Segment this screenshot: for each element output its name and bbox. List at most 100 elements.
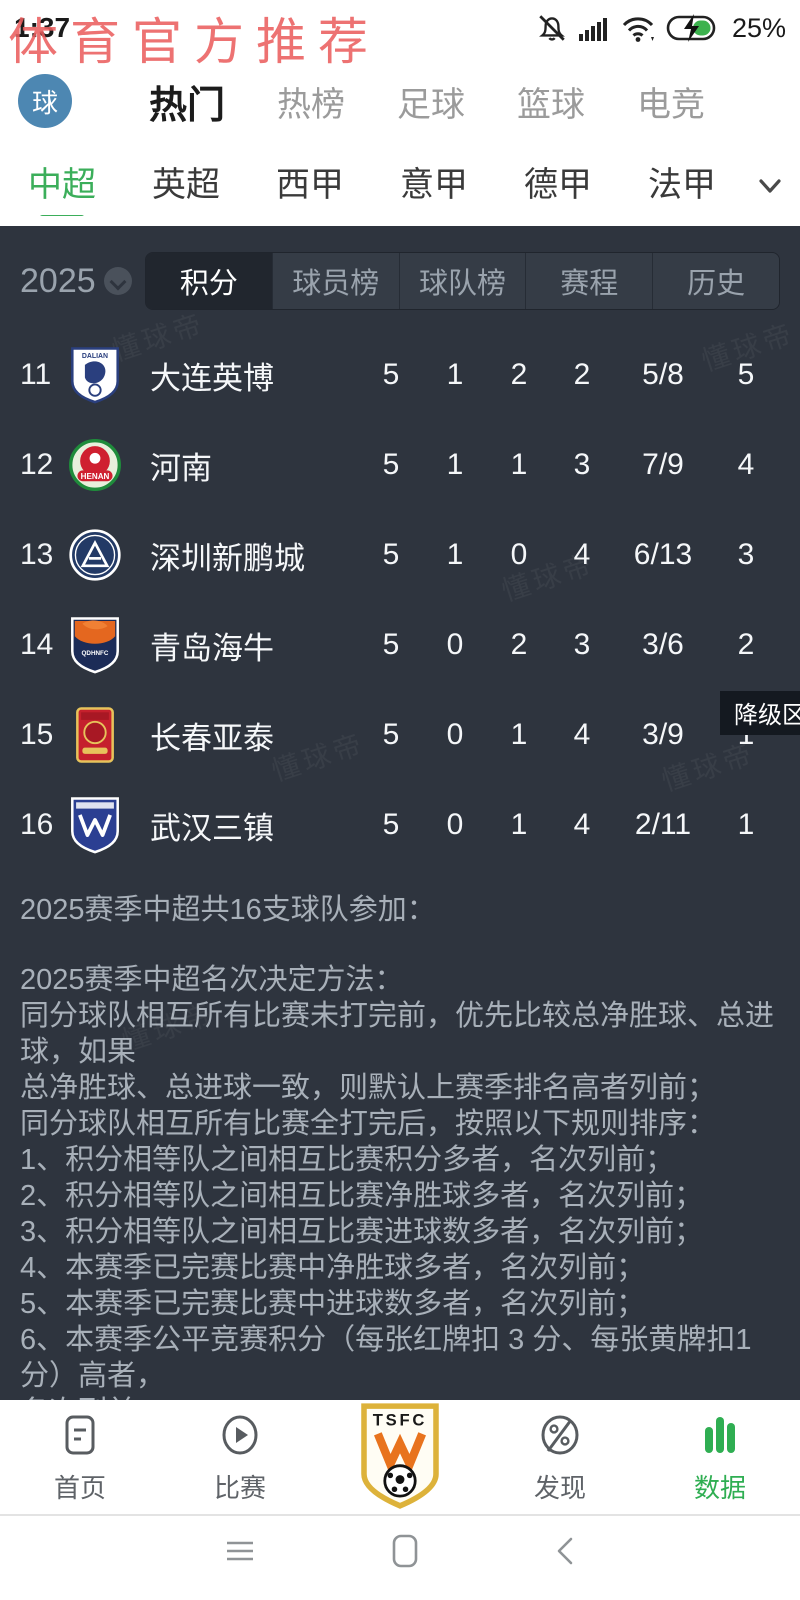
season-label: 2025: [20, 261, 96, 300]
tab-esports[interactable]: 电竞: [637, 85, 705, 124]
league-tab-bundesliga[interactable]: 德甲: [524, 165, 592, 204]
draws: 2: [510, 628, 528, 661]
tab-trending[interactable]: 热榜: [277, 85, 345, 124]
played: 5: [382, 358, 400, 391]
standings-table: 11 DALIAN 大连英博 5 1 2 2 5/8 5 1: [0, 330, 800, 870]
rules-line: 名次列前；: [20, 1394, 780, 1400]
draws: 1: [510, 808, 528, 841]
league-tab-csl[interactable]: 中超: [28, 157, 96, 216]
signal-bars-icon: [578, 18, 607, 41]
tab-home[interactable]: 首页: [10, 1400, 150, 1514]
tab-discover-label: 发现: [533, 1472, 586, 1503]
league-tab-bar: 中超 英超 西甲 意甲 德甲 法甲 U17: [0, 146, 800, 226]
svg-text:QDHNFC: QDHNFC: [82, 650, 109, 657]
tab-data[interactable]: 数据: [650, 1400, 790, 1514]
wins: 1: [446, 538, 464, 571]
rules-line: 5、本赛季已完赛比赛中进球数多者，名次列前；: [20, 1288, 646, 1320]
rules-line: 同分球队相互所有比赛未打完前，优先比较总净胜球、总进球，如果: [20, 1000, 775, 1068]
segment-team-rank[interactable]: 球队榜: [398, 253, 526, 309]
losses: 2: [573, 358, 591, 391]
season-selector[interactable]: 2025: [20, 262, 145, 301]
wins: 0: [446, 718, 464, 751]
team-logo: QDHNFC: [66, 616, 124, 674]
tsfc-club-badge: TSFC: [361, 1403, 439, 1509]
rules-line: 3、积分相等队之间相互比赛进球数多者，名次列前；: [20, 1216, 704, 1248]
team-name: 青岛海牛: [150, 630, 274, 666]
tab-basketball[interactable]: 篮球: [517, 85, 585, 124]
rank: 12: [20, 448, 54, 481]
goals: 7/9: [642, 448, 684, 481]
league-tab-scroller[interactable]: 中超 英超 西甲 意甲 德甲 法甲 U17: [28, 157, 740, 216]
system-nav: [0, 1516, 800, 1600]
tab-discover[interactable]: 发现: [490, 1400, 630, 1514]
league-tab-epl[interactable]: 英超: [152, 165, 220, 204]
back-chevron-icon[interactable]: [552, 1533, 578, 1569]
league-tab-seriea[interactable]: 意甲: [400, 165, 468, 204]
segment-player-rank[interactable]: 球员榜: [271, 253, 399, 309]
segment-history[interactable]: 历史: [652, 253, 779, 309]
losses: 4: [573, 538, 591, 571]
relegation-zone-badge: 降级区: [720, 691, 800, 735]
losses: 3: [573, 448, 591, 481]
rank: 13: [20, 538, 54, 571]
team-logo: [66, 796, 124, 854]
table-row[interactable]: 16 武汉三镇 5 0 1 4 2/11 1: [0, 780, 800, 870]
rules-line: 同分球队相互所有比赛全打完后，按照以下规则排序：: [20, 1108, 717, 1140]
team-name: 河南: [150, 450, 212, 486]
league-rules-text: 2025赛季中超共16支球队参加： 2025赛季中超名次决定方法： 同分球队相互…: [0, 870, 800, 1400]
rules-line: 2025赛季中超名次决定方法：: [20, 964, 404, 996]
goals: 2/11: [634, 808, 692, 841]
wifi-icon: [622, 17, 654, 42]
points: 4: [737, 448, 755, 481]
avatar[interactable]: 球: [18, 74, 72, 128]
table-row[interactable]: 降级区 15 长春亚泰 5 0 1 4 3/9 1: [0, 690, 800, 780]
play-circle-icon: [222, 1415, 258, 1454]
rules-line: 2、积分相等队之间相互比赛净胜球多者，名次列前；: [20, 1180, 704, 1212]
bar-chart-icon: [705, 1416, 735, 1453]
tab-data-label: 数据: [693, 1472, 746, 1503]
losses: 4: [573, 808, 591, 841]
draws: 1: [510, 718, 528, 751]
rank: 16: [20, 808, 54, 841]
tab-home-label: 首页: [53, 1472, 106, 1503]
top-nav-tabs: 热门 热榜 足球 篮球 电竞: [72, 74, 782, 129]
tab-hot[interactable]: 热门: [148, 84, 225, 127]
svg-text:HENAN: HENAN: [81, 472, 110, 481]
menu-icon[interactable]: [222, 1534, 258, 1568]
draws: 1: [510, 448, 528, 481]
league-tab-laliga[interactable]: 西甲: [276, 165, 344, 204]
draws: 2: [510, 358, 528, 391]
rules-line: 1、积分相等队之间相互比赛积分多者，名次列前；: [20, 1144, 675, 1176]
table-row[interactable]: 14 QDHNFC 青岛海牛 5 0 2 3 3/6 2: [0, 600, 800, 690]
bottom-tab-bar: 首页 比赛 TSFC: [0, 1400, 800, 1516]
table-row[interactable]: 11 DALIAN 大连英博 5 1 2 2 5/8 5: [0, 330, 800, 420]
filter-row: 2025 积分 球员榜 球队榜 赛程 历史: [0, 226, 800, 314]
rules-line: 6、本赛季公平竞赛积分（每张红牌扣 3 分、每张黄牌扣1 分）高者，: [20, 1324, 752, 1392]
points: 5: [737, 358, 755, 391]
points: 1: [737, 808, 755, 841]
team-name: 武汉三镇: [150, 810, 274, 846]
league-tab-ligue1[interactable]: 法甲: [648, 165, 716, 204]
played: 5: [382, 808, 400, 841]
battery-percent: 25%: [731, 12, 786, 43]
rules-line: 4、本赛季已完赛比赛中净胜球多者，名次列前；: [20, 1252, 646, 1284]
goals: 6/13: [633, 538, 693, 571]
wins: 1: [446, 448, 464, 481]
top-nav: 球 热门 热榜 足球 篮球 电竞: [0, 56, 800, 146]
segment-schedule[interactable]: 赛程: [525, 253, 653, 309]
status-bar: 1:37: [0, 0, 800, 71]
home-square-icon[interactable]: [388, 1532, 422, 1570]
chevron-down-circle-icon: [103, 267, 132, 295]
table-row[interactable]: 13 深圳新鹏城 5 1 0 4 6/13 3: [0, 510, 800, 600]
tab-football[interactable]: 足球: [397, 85, 465, 124]
team-name: 长春亚泰: [150, 720, 274, 756]
tab-center-club[interactable]: TSFC: [330, 1400, 470, 1514]
tab-matches[interactable]: 比赛: [170, 1400, 310, 1514]
status-icons: 25%: [536, 12, 786, 44]
table-row[interactable]: 12 HENAN 河南 5 1 1 3 7/9 4: [0, 420, 800, 510]
league-more-button[interactable]: [740, 174, 800, 198]
svg-text:TSFC: TSFC: [373, 1411, 427, 1430]
segment-points[interactable]: 积分: [146, 253, 272, 309]
points: 2: [737, 628, 755, 661]
